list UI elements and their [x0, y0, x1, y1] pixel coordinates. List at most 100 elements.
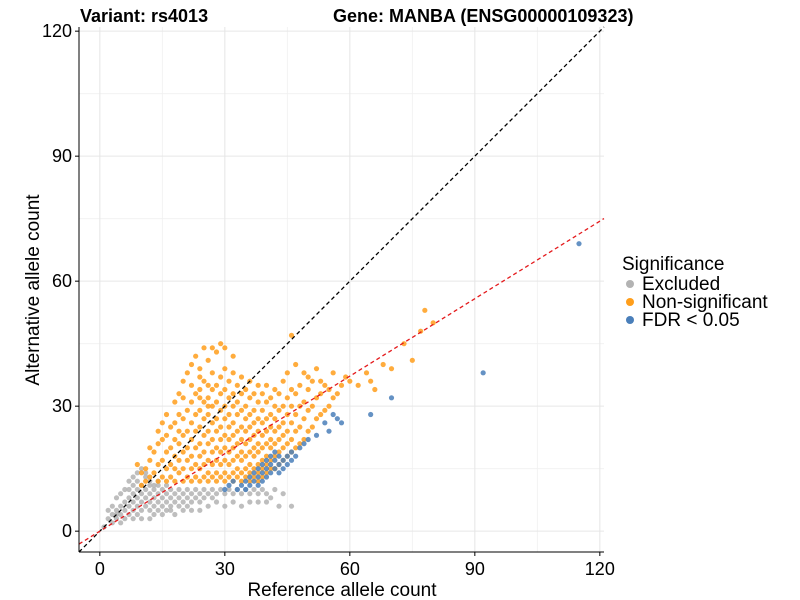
point-excluded: [118, 511, 124, 518]
point-excluded: [193, 486, 199, 493]
point-non-significant: [293, 411, 299, 418]
point-non-significant: [247, 470, 253, 476]
point-non-significant: [230, 391, 236, 397]
point-non-significant: [263, 453, 270, 459]
point-non-significant: [209, 420, 215, 426]
point-excluded: [197, 491, 203, 497]
legend-key-fdr-0-05: [626, 316, 634, 324]
point-non-significant: [251, 420, 257, 426]
point-non-significant: [155, 441, 161, 447]
point-non-significant: [276, 449, 282, 455]
point-non-significant: [201, 378, 207, 384]
point-non-significant: [309, 424, 315, 430]
point-excluded: [143, 486, 149, 493]
point-non-significant: [293, 361, 299, 368]
point-excluded: [226, 486, 232, 493]
point-fdr-0-05: [276, 461, 282, 468]
point-excluded: [134, 486, 140, 493]
point-non-significant: [297, 382, 303, 388]
point-fdr-0-05: [251, 478, 257, 484]
point-excluded: [130, 482, 136, 488]
point-non-significant: [255, 470, 261, 476]
point-non-significant: [201, 474, 207, 480]
point-excluded: [143, 495, 149, 501]
chart-title-variant: Variant: rs4013: [80, 6, 208, 26]
point-fdr-0-05: [326, 428, 332, 434]
point-non-significant: [230, 370, 236, 376]
reference-lines: [78, 26, 605, 553]
point-non-significant: [234, 453, 240, 459]
point-non-significant: [209, 370, 215, 376]
point-non-significant: [251, 474, 257, 480]
identity-line: [78, 26, 605, 553]
point-non-significant: [284, 395, 290, 401]
point-excluded: [176, 503, 182, 509]
point-fdr-0-05: [230, 478, 236, 484]
point-non-significant: [168, 424, 174, 430]
point-excluded: [247, 491, 253, 497]
point-non-significant: [168, 445, 174, 451]
point-non-significant: [222, 445, 228, 451]
point-non-significant: [168, 461, 174, 468]
point-excluded: [280, 491, 286, 497]
point-fdr-0-05: [268, 453, 274, 459]
point-non-significant: [288, 420, 295, 426]
point-non-significant: [268, 466, 274, 472]
point-non-significant: [272, 441, 278, 447]
point-non-significant: [251, 407, 257, 413]
point-excluded: [255, 499, 261, 505]
point-non-significant: [297, 403, 303, 409]
point-fdr-0-05: [284, 453, 290, 459]
point-excluded: [122, 499, 128, 505]
point-non-significant: [163, 411, 170, 418]
point-excluded: [138, 499, 145, 505]
point-non-significant: [213, 445, 220, 451]
legend-label-fdr-0-05: FDR < 0.05: [642, 310, 740, 331]
point-excluded: [172, 511, 178, 518]
point-non-significant: [209, 403, 215, 409]
point-non-significant: [243, 403, 249, 409]
point-non-significant: [301, 416, 307, 422]
point-excluded: [113, 507, 120, 513]
point-fdr-0-05: [272, 466, 278, 472]
point-non-significant: [226, 411, 232, 418]
point-non-significant: [247, 478, 253, 484]
point-excluded: [159, 511, 165, 518]
point-excluded: [288, 503, 295, 509]
axes: 0 30 60 90 120 0 30 60 90 120: [42, 21, 615, 579]
point-non-significant: [263, 382, 270, 388]
point-excluded: [126, 495, 132, 501]
point-non-significant: [247, 436, 253, 443]
point-non-significant: [180, 432, 186, 438]
point-non-significant: [222, 432, 228, 438]
point-non-significant: [197, 441, 203, 447]
point-non-significant: [334, 391, 340, 397]
grid: [79, 27, 604, 552]
point-non-significant: [230, 403, 236, 409]
point-non-significant: [197, 366, 203, 372]
y-tick-label: 60: [52, 271, 72, 291]
point-excluded: [134, 511, 140, 518]
point-non-significant: [201, 399, 207, 405]
point-non-significant: [309, 378, 315, 384]
point-non-significant: [180, 416, 186, 422]
point-non-significant: [188, 420, 195, 426]
y-tick-label: 0: [62, 521, 72, 541]
point-non-significant: [368, 378, 374, 384]
point-non-significant: [338, 382, 345, 388]
point-non-significant: [238, 391, 245, 397]
point-fdr-0-05: [263, 457, 270, 463]
point-non-significant: [326, 403, 332, 409]
point-non-significant: [213, 428, 220, 434]
point-non-significant: [230, 432, 236, 438]
point-non-significant: [168, 474, 174, 480]
point-non-significant: [176, 391, 182, 397]
point-non-significant: [409, 357, 415, 363]
point-non-significant: [159, 457, 165, 463]
point-non-significant: [193, 461, 199, 468]
point-non-significant: [380, 361, 386, 368]
point-non-significant: [305, 428, 311, 434]
point-non-significant: [159, 420, 165, 426]
point-non-significant: [172, 478, 178, 484]
